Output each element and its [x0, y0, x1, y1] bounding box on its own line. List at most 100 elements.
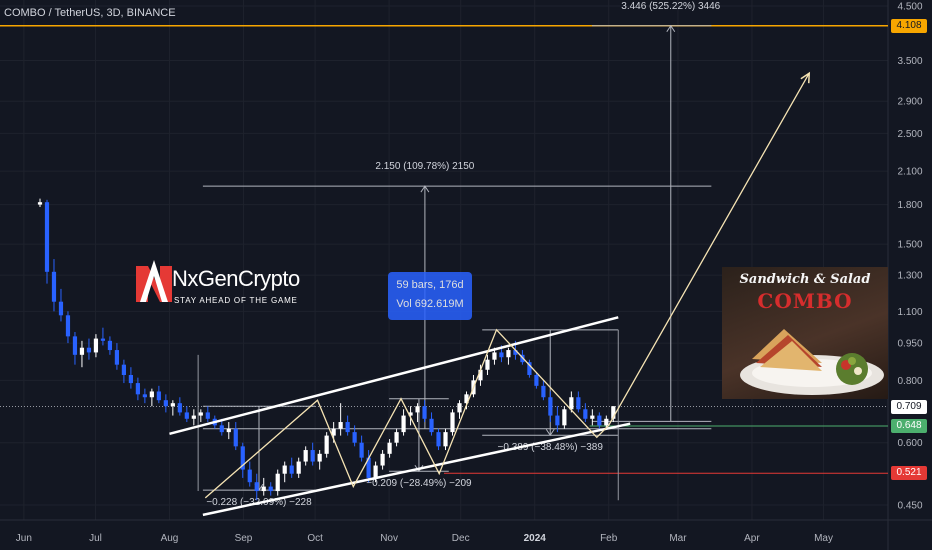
candle-body — [100, 338, 106, 341]
time-tick-label: Oct — [307, 533, 323, 544]
price-tick-label: 2.900 — [897, 97, 922, 108]
combo-promo-image: Sandwich & Salad COMBO — [722, 267, 888, 399]
candle-body — [86, 347, 92, 353]
price-tick-label: 1.300 — [897, 271, 922, 282]
time-tick-label: 2024 — [524, 533, 547, 544]
candle-body — [464, 394, 469, 404]
price-tick-label: 0.600 — [897, 438, 922, 449]
time-tick-label: May — [814, 533, 833, 544]
candle-body — [261, 486, 266, 492]
candle-body — [44, 202, 50, 272]
candle-body — [506, 350, 511, 358]
candle-body — [142, 394, 147, 398]
candle-body — [268, 486, 273, 492]
candle-body — [331, 428, 336, 436]
candle-body — [289, 465, 294, 474]
measure-label: −0.389 (−38.48%) −389 — [498, 442, 604, 453]
candle-body — [415, 406, 420, 413]
candle-body — [79, 347, 85, 355]
price-tick-label: 1.500 — [897, 240, 922, 251]
candle-body — [534, 374, 539, 386]
candle-body — [604, 418, 609, 426]
candle-body — [576, 397, 581, 410]
price-tick-label: 0.450 — [897, 501, 922, 512]
promo-line-1: Sandwich & Salad — [739, 272, 871, 287]
candle-body — [583, 409, 588, 419]
candle-body — [191, 415, 196, 419]
candle-body — [373, 465, 378, 478]
channel-upper-line — [169, 316, 619, 436]
price-tick-label: 1.800 — [897, 200, 922, 211]
candle-body — [352, 432, 357, 443]
time-tick-label: Jun — [16, 533, 32, 544]
candle-body — [163, 400, 168, 407]
candle-body — [37, 202, 43, 205]
zigzag-projection — [204, 72, 810, 499]
candle-body — [93, 338, 99, 353]
logo-tagline: STAY AHEAD OF THE GAME — [174, 296, 298, 305]
measure-label: 3.446 (525.22%) 3446 — [621, 1, 720, 12]
candle-body — [366, 457, 371, 478]
candle-body — [114, 350, 120, 365]
price-tick-label: 2.500 — [897, 129, 922, 140]
candle-body — [58, 301, 64, 316]
measure-label: −0.209 (−28.49%) −209 — [366, 478, 472, 489]
time-tick-label: Mar — [669, 533, 687, 544]
price-tick-label: 2.100 — [897, 167, 922, 178]
candle-body — [233, 428, 238, 447]
candle-body — [310, 450, 315, 462]
candle-body — [149, 391, 154, 398]
candle-body — [478, 369, 483, 381]
candle-body — [499, 352, 504, 358]
channel-lower-line — [202, 422, 631, 517]
price-badge: 0.648 — [891, 419, 927, 434]
candle-body — [492, 352, 497, 360]
price-tick-label: 3.500 — [897, 56, 922, 67]
candle-body — [275, 473, 280, 492]
volume-label: Vol 692.619M — [396, 298, 464, 310]
candle-body — [387, 442, 392, 454]
measure-arrow-head — [420, 185, 430, 193]
candle-body — [128, 374, 133, 384]
candle-body — [562, 409, 567, 426]
candle-body — [457, 403, 462, 413]
candle-body — [156, 391, 161, 401]
promo-line-2: COMBO — [757, 289, 853, 313]
candle-body — [401, 415, 406, 433]
candle-body — [184, 412, 189, 419]
candle-body — [429, 418, 434, 433]
price-tick-label: 1.100 — [897, 307, 922, 318]
price-badge: 0.521 — [891, 466, 927, 481]
candle-body — [408, 412, 413, 416]
bars-range-tooltip: 59 bars, 176d Vol 692.619M — [388, 272, 472, 320]
candle-body — [611, 406, 616, 419]
nx-logo-icon — [136, 260, 172, 302]
candle-body — [135, 383, 140, 395]
candle-body — [450, 412, 455, 433]
candle-body — [548, 397, 553, 416]
candle-body — [247, 469, 252, 483]
candle-body — [590, 415, 595, 419]
symbol-title: COMBO / TetherUS, 3D, BINANCE — [4, 7, 176, 19]
time-tick-label: Dec — [452, 533, 470, 544]
logo-name: NxGenCrypto — [172, 266, 300, 291]
candle-body — [317, 453, 322, 462]
candle-body — [527, 362, 532, 375]
candle-body — [485, 359, 490, 370]
price-badge: 0.709 — [891, 399, 927, 414]
candle-body — [555, 415, 560, 426]
time-tick-label: Jul — [89, 533, 102, 544]
candle-body — [282, 465, 287, 474]
candle-body — [51, 271, 57, 302]
projection-arrow-head — [800, 71, 811, 84]
candle-body — [219, 425, 224, 433]
time-tick-label: Feb — [600, 533, 618, 544]
nxgencrypto-logo: NxGenCrypto STAY AHEAD OF THE GAME — [134, 256, 300, 308]
price-tick-label: 0.800 — [897, 376, 922, 387]
candle-body — [240, 446, 245, 470]
candle-body — [380, 453, 385, 466]
price-tick-label: 4.500 — [897, 2, 922, 13]
candle-body — [177, 403, 182, 413]
time-tick-label: Sep — [235, 533, 253, 544]
candle-body — [303, 450, 308, 462]
